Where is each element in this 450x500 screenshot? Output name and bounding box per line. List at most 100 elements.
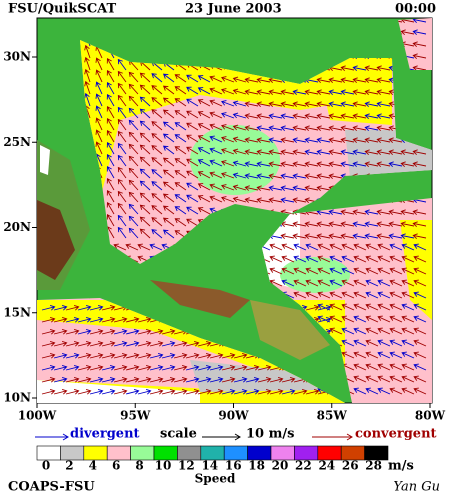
wind-arrow: [221, 352, 236, 359]
wind-arrow: [377, 303, 391, 311]
wind-arrow: [113, 316, 128, 323]
wind-arrow: [77, 364, 92, 371]
wind-arrow: [151, 85, 163, 95]
wind-arrow: [256, 137, 271, 144]
wind-arrow: [139, 168, 151, 179]
wind-arrow: [151, 229, 163, 239]
wind-arrow: [352, 161, 367, 168]
wind-arrow: [328, 161, 343, 168]
wind-arrow: [400, 221, 415, 228]
wind-arrow: [401, 327, 415, 335]
wind-arrow: [117, 154, 127, 167]
wind-arrow: [317, 279, 331, 287]
wind-arrow: [401, 243, 415, 251]
terrain-high: [150, 280, 250, 318]
wind-arrow: [106, 94, 115, 107]
wind-arrow: [269, 279, 283, 287]
wind-arrow: [137, 364, 152, 371]
wind-arrow: [244, 89, 259, 95]
colorbar-label: 24: [318, 459, 335, 473]
colorbar-box: [364, 445, 389, 461]
wind-arrow: [89, 376, 104, 383]
colorbar-label: 22: [295, 459, 312, 473]
wind-arrow: [139, 228, 151, 239]
wind-arrow: [197, 87, 211, 95]
wind-arrow: [281, 376, 296, 383]
wind-arrow: [139, 72, 151, 83]
wind-arrow: [328, 173, 343, 180]
wind-arrow: [221, 160, 235, 167]
wind-arrow: [95, 129, 103, 143]
wind-arrow: [245, 388, 260, 395]
lon-label: 95W: [120, 409, 151, 423]
wind-arrow: [316, 137, 331, 144]
wind-arrow: [232, 160, 247, 167]
wind-arrow: [329, 255, 343, 263]
wind-arrow: [364, 137, 379, 144]
wind-arrow: [128, 155, 139, 167]
wind-arrow: [292, 137, 307, 144]
wind-arrow: [400, 149, 415, 156]
wind-arrow: [232, 184, 247, 191]
wind-arrow: [117, 58, 127, 71]
wind-arrow: [197, 147, 211, 155]
wind-arrow: [305, 279, 319, 287]
wind-arrow: [221, 112, 235, 119]
wind-arrow: [128, 203, 139, 215]
wind-arrow: [53, 316, 68, 323]
wind-arrow: [365, 279, 379, 287]
wind-arrow: [353, 267, 367, 275]
wind-arrow: [316, 101, 331, 108]
wind-arrow: [117, 142, 127, 155]
wind-arrow: [162, 205, 175, 215]
wind-arrow: [268, 113, 283, 120]
wind-arrow: [84, 92, 91, 107]
wind-arrow: [209, 123, 223, 131]
wind-arrow: [101, 316, 116, 323]
wind-arrow: [185, 340, 200, 347]
wind-arrow: [232, 100, 247, 107]
wind-arrow: [232, 196, 247, 203]
wind-arrow: [400, 209, 415, 216]
wind-arrow: [353, 387, 367, 395]
wind-arrow: [365, 387, 379, 395]
wind-arrow: [244, 113, 259, 119]
wind-arrow: [162, 157, 175, 167]
wind-arrow: [162, 181, 175, 191]
wind-arrow: [41, 328, 56, 335]
wind-arrow: [389, 375, 403, 383]
lat-label: 30N: [3, 50, 31, 64]
wind-arrow: [185, 364, 200, 371]
wind-arrow: [117, 106, 127, 119]
wind-arrow: [65, 388, 80, 395]
time-label: 00:00: [395, 2, 436, 17]
wind-arrow: [106, 154, 115, 167]
wind-arrow: [197, 159, 211, 167]
wind-arrow: [352, 101, 367, 108]
wind-arrow: [352, 209, 367, 216]
wind-arrow: [53, 304, 68, 311]
wind-arrow: [53, 340, 68, 347]
wind-arrow: [269, 243, 283, 251]
wind-arrow: [413, 279, 427, 287]
wind-arrow: [174, 146, 187, 155]
wind-arrow: [139, 180, 151, 191]
wind-arrow: [89, 352, 104, 359]
wind-arrow: [197, 376, 212, 383]
wind-arrow: [377, 327, 391, 335]
wind-arrow: [412, 149, 427, 156]
wind-arrow: [280, 89, 295, 96]
wind-arrow: [256, 77, 271, 84]
wind-arrow: [281, 243, 295, 251]
wind-arrow: [197, 352, 212, 359]
wind-arrow: [117, 130, 127, 143]
wind-arrow: [139, 120, 151, 131]
wind-arrow: [304, 137, 319, 144]
wind-arrow: [185, 352, 200, 359]
wind-arrow: [341, 243, 355, 251]
speed-zone: [190, 360, 320, 392]
wind-arrow: [233, 388, 248, 395]
wind-arrow: [365, 315, 379, 323]
wind-arrow: [389, 267, 403, 275]
wind-arrow: [151, 133, 163, 143]
